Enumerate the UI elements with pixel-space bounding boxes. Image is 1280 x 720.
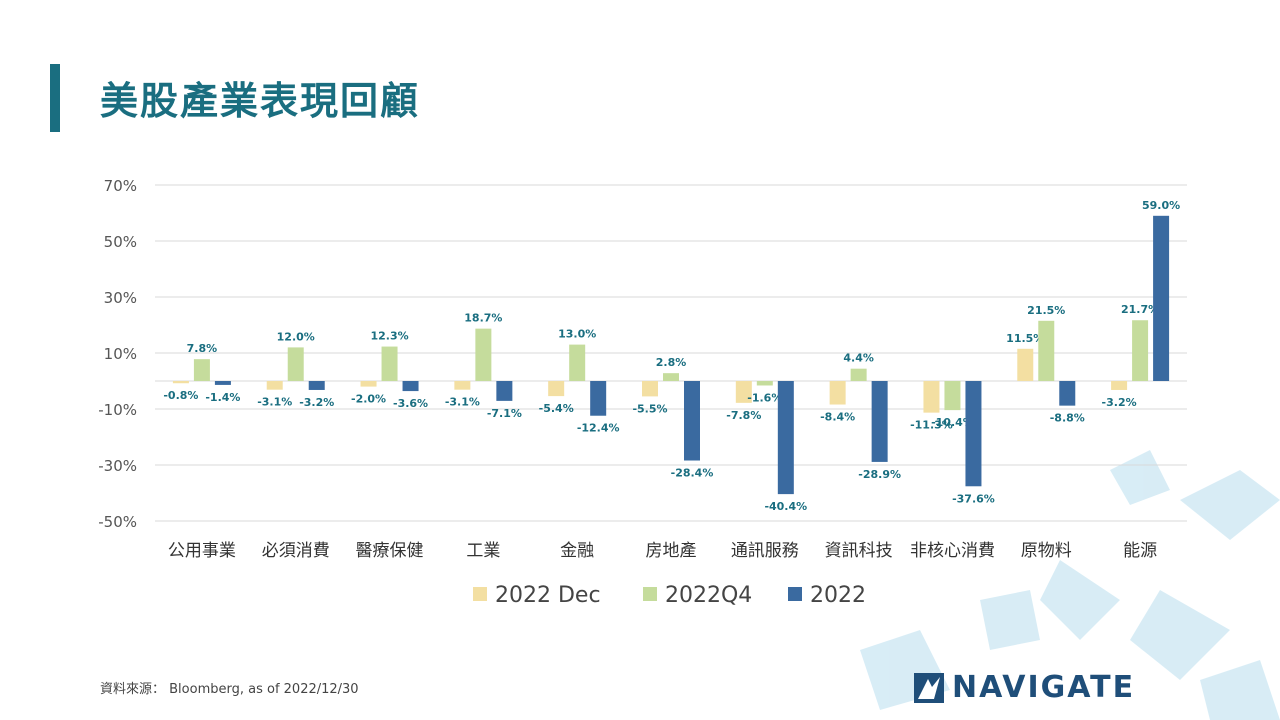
- data-label: -3.1%: [445, 396, 480, 409]
- bar-2022: [684, 381, 700, 461]
- data-label: -40.4%: [764, 500, 807, 513]
- bar-2022: [590, 381, 607, 416]
- category-label: 必須消費: [262, 541, 330, 561]
- bar-2022: [871, 381, 888, 462]
- bar-2022-dec: [1017, 348, 1034, 381]
- data-label: -12.4%: [577, 422, 620, 435]
- legend-swatch: [788, 587, 802, 601]
- bar-2022-dec: [829, 381, 846, 405]
- bar-2022-dec: [266, 381, 283, 390]
- data-label: 13.0%: [558, 328, 596, 341]
- y-tick-label: -50%: [98, 513, 137, 531]
- bar-2022q4: [381, 346, 398, 381]
- data-label: -8.4%: [820, 411, 855, 424]
- bar-2022: [777, 381, 794, 495]
- category-label: 資訊科技: [825, 541, 893, 561]
- bar-2022: [402, 381, 419, 392]
- bar-2022q4: [1132, 320, 1149, 381]
- category-label: 非核心消費: [910, 541, 995, 561]
- bar-2022: [496, 381, 513, 401]
- data-label: 12.0%: [277, 330, 315, 343]
- data-label: -37.6%: [952, 492, 995, 505]
- y-tick-label: 10%: [104, 345, 137, 363]
- data-label: -8.8%: [1050, 412, 1085, 425]
- bar-2022q4: [475, 328, 492, 381]
- bar-2022-dec: [642, 381, 658, 397]
- legend-swatch: [643, 587, 657, 601]
- data-label: 12.3%: [370, 330, 408, 343]
- y-tick-label: 30%: [104, 289, 137, 307]
- bar-2022-dec: [923, 381, 940, 413]
- bar-2022q4: [287, 347, 304, 381]
- legend-label: 2022Q4: [665, 583, 752, 608]
- bar-2022-dec: [1111, 381, 1128, 390]
- data-label: 11.5%: [1006, 332, 1044, 345]
- bar-2022q4: [569, 344, 586, 381]
- data-label: -1.6%: [747, 391, 782, 404]
- data-label: 4.4%: [843, 352, 874, 365]
- category-label: 金融: [560, 541, 594, 561]
- y-tick-label: -30%: [98, 457, 137, 475]
- bar-2022q4: [1038, 320, 1055, 381]
- data-label: -7.8%: [726, 409, 761, 422]
- legend-swatch: [473, 587, 487, 601]
- legend-label: 2022 Dec: [495, 583, 601, 608]
- data-label: 21.7%: [1121, 303, 1159, 316]
- y-tick-label: 70%: [104, 177, 137, 195]
- category-label: 醫療保健: [356, 541, 424, 561]
- data-label: -28.4%: [671, 467, 714, 480]
- data-label: -3.6%: [393, 397, 428, 410]
- source-note: 資料來源： Bloomberg, as of 2022/12/30: [100, 682, 359, 697]
- data-label: 59.0%: [1142, 199, 1180, 212]
- data-label: 18.7%: [464, 312, 502, 325]
- bar-2022q4: [663, 373, 679, 381]
- bar-2022q4: [850, 368, 867, 381]
- category-label: 工業: [466, 541, 500, 561]
- y-tick-label: -10%: [98, 401, 137, 419]
- bar-2022-dec: [360, 381, 377, 387]
- category-label: 原物料: [1021, 541, 1072, 561]
- bar-2022-dec: [548, 381, 565, 397]
- bar-2022-dec: [735, 381, 752, 403]
- navigate-logo: NAVIGATE: [914, 670, 1135, 705]
- data-label: -11.3%: [910, 419, 953, 432]
- data-label: -3.2%: [1102, 396, 1137, 409]
- category-label: 通訊服務: [731, 541, 799, 561]
- data-label: -2.0%: [351, 393, 386, 406]
- data-label: -5.5%: [632, 402, 667, 415]
- bar-2022: [1153, 215, 1170, 381]
- y-tick-label: 50%: [104, 233, 137, 251]
- data-label: 7.8%: [187, 342, 218, 355]
- bar-2022: [965, 381, 982, 487]
- data-label: -5.4%: [539, 402, 574, 415]
- data-label: -0.8%: [163, 389, 198, 402]
- title-accent-bar: [50, 64, 60, 132]
- sector-performance-chart: 70% 50% 30% 10% -10% -30% -50% 公用事業 -0.8% 7.8% -1.…: [98, 177, 1187, 608]
- bar-2022-dec: [454, 381, 471, 390]
- bar-2022q4: [944, 381, 961, 411]
- category-label: 能源: [1123, 541, 1157, 561]
- category-label: 房地產: [646, 541, 697, 561]
- data-label: -3.1%: [257, 396, 292, 409]
- data-label: -3.2%: [299, 396, 334, 409]
- bar-2022: [214, 381, 231, 385]
- bar-2022q4: [193, 359, 210, 381]
- data-label: 2.8%: [656, 356, 687, 369]
- data-label: -7.1%: [487, 407, 522, 420]
- bar-2022q4: [756, 381, 773, 386]
- data-label: -1.4%: [205, 391, 240, 404]
- data-label: -10.4%: [931, 416, 974, 429]
- bar-2022: [1059, 381, 1076, 406]
- page-title: 美股產業表現回顧: [100, 79, 421, 123]
- navigate-logo-icon: [914, 672, 944, 703]
- bar-2022-dec: [172, 381, 189, 384]
- data-label: 21.5%: [1027, 304, 1065, 317]
- data-label: -28.9%: [858, 468, 901, 481]
- bar-2022: [308, 381, 325, 390]
- legend-label: 2022: [810, 583, 866, 608]
- logo-text: NAVIGATE: [952, 670, 1136, 705]
- category-label: 公用事業: [168, 541, 236, 561]
